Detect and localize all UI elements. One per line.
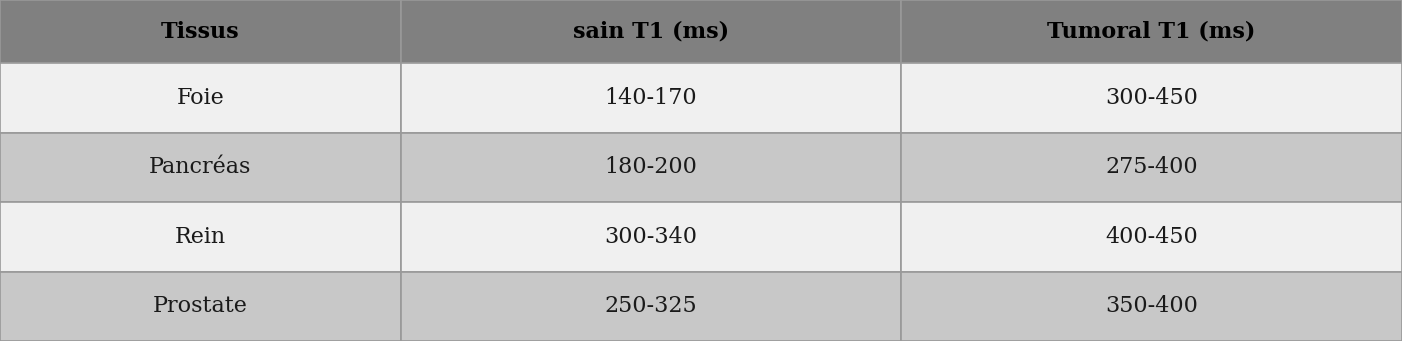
- Bar: [401, 63, 901, 133]
- Text: Tumoral T1 (ms): Tumoral T1 (ms): [1047, 20, 1256, 43]
- Bar: [401, 202, 901, 271]
- Bar: [0, 202, 401, 271]
- Text: Rein: Rein: [175, 226, 226, 248]
- Text: 400-450: 400-450: [1105, 226, 1197, 248]
- Text: 300-450: 300-450: [1105, 87, 1197, 109]
- Bar: [401, 133, 901, 202]
- Text: Tissus: Tissus: [161, 20, 240, 43]
- Bar: [401, 0, 901, 63]
- Bar: [901, 271, 1402, 341]
- Text: Prostate: Prostate: [153, 295, 248, 317]
- Bar: [901, 202, 1402, 271]
- Text: 300-340: 300-340: [604, 226, 697, 248]
- Text: 250-325: 250-325: [604, 295, 697, 317]
- Text: 140-170: 140-170: [604, 87, 697, 109]
- Text: sain T1 (ms): sain T1 (ms): [573, 20, 729, 43]
- Bar: [901, 0, 1402, 63]
- Bar: [0, 133, 401, 202]
- Bar: [401, 271, 901, 341]
- Bar: [0, 0, 401, 63]
- Text: Foie: Foie: [177, 87, 224, 109]
- Text: 180-200: 180-200: [604, 156, 697, 178]
- Bar: [0, 63, 401, 133]
- Text: Pancréas: Pancréas: [149, 156, 251, 178]
- Text: 350-400: 350-400: [1105, 295, 1197, 317]
- Text: 275-400: 275-400: [1105, 156, 1197, 178]
- Bar: [0, 271, 401, 341]
- Bar: [901, 133, 1402, 202]
- Bar: [901, 63, 1402, 133]
